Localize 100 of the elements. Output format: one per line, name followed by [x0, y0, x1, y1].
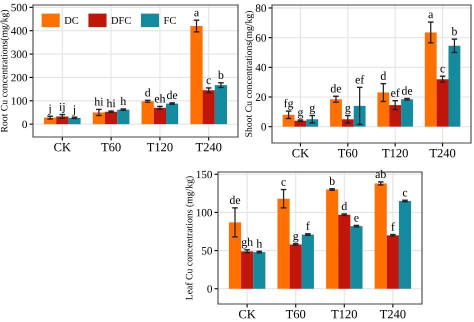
- annotation: h: [256, 239, 262, 248]
- annotation: j: [48, 104, 51, 115]
- y-tick-label: 0: [261, 123, 266, 131]
- annotation: hi: [106, 98, 116, 108]
- y-tick-label: 80: [256, 4, 266, 12]
- bar: [253, 252, 266, 289]
- bar: [68, 118, 81, 124]
- annotation: g: [345, 106, 351, 114]
- bar: [104, 112, 118, 124]
- annotation: c: [440, 66, 445, 72]
- bar: [294, 120, 306, 127]
- x-tick-label: T240: [430, 148, 456, 158]
- y-tick-label: 400: [10, 27, 28, 35]
- annotation: de: [230, 196, 240, 204]
- bar: [401, 99, 413, 127]
- annotation: f: [391, 222, 395, 231]
- bar: [92, 112, 105, 124]
- annotation: de: [402, 86, 412, 95]
- bar: [154, 108, 166, 124]
- bar: [290, 244, 302, 289]
- y-tick-label: 100: [12, 97, 28, 105]
- annotation: d: [145, 88, 151, 97]
- y-tick-label: 150: [196, 170, 212, 178]
- bar: [202, 90, 215, 124]
- annotation: e: [354, 216, 359, 222]
- x-tick-label: T120: [331, 310, 357, 318]
- bar: [214, 85, 228, 124]
- bar: [398, 200, 412, 289]
- y-tick-label: 20: [256, 93, 266, 101]
- bar: [377, 92, 390, 127]
- bar: [338, 214, 350, 289]
- y-tick-label: 0: [207, 285, 212, 293]
- x-tick-label: T60: [338, 148, 358, 158]
- annotation: c: [402, 190, 408, 196]
- x-tick-label: T120: [382, 148, 408, 158]
- y-tick-label: 100: [196, 208, 212, 216]
- y-tick-label: 200: [11, 74, 28, 82]
- x-tick-label: CK: [54, 142, 71, 152]
- annotation: a: [194, 10, 199, 16]
- bar: [389, 105, 402, 127]
- bar: [374, 183, 387, 289]
- x-tick-label: CK: [292, 148, 309, 158]
- annotation: ef: [356, 75, 364, 84]
- y-axis-title: Root Cu concentrations(mg/kg): [0, 10, 10, 132]
- annotation: b: [451, 27, 457, 36]
- bar: [117, 110, 130, 124]
- y-tick-label: 50: [202, 247, 212, 255]
- bar: [436, 79, 448, 127]
- x-tick-label: T60: [101, 142, 121, 152]
- bar: [350, 226, 362, 289]
- annotation: g: [310, 106, 315, 114]
- annotation: ef: [391, 88, 400, 97]
- annotation: d: [380, 72, 386, 80]
- bar: [424, 32, 437, 127]
- annotation: ij: [59, 102, 65, 114]
- x-tick-label: T60: [286, 310, 306, 318]
- y-tick-label: 40: [256, 64, 266, 72]
- annotation: h: [120, 96, 126, 106]
- annotation: hi: [94, 97, 104, 106]
- y-tick-label: 0: [22, 120, 28, 128]
- annotation: g: [298, 110, 304, 119]
- annotation: b: [329, 176, 335, 185]
- bar: [44, 118, 56, 124]
- annotation: c: [281, 180, 286, 186]
- bar: [330, 99, 342, 127]
- y-axis-title: Shoot Cu concentrations(mg/kg): [245, 10, 254, 137]
- y-tick-label: 300: [11, 50, 28, 58]
- annotation: j: [72, 105, 76, 116]
- annotation: de: [166, 90, 178, 100]
- bar: [302, 234, 314, 289]
- annotation: a: [428, 12, 434, 18]
- annotation: de: [330, 84, 342, 92]
- x-tick-label: T240: [380, 310, 406, 318]
- annotation: f: [306, 222, 310, 230]
- bar: [282, 114, 295, 127]
- bar: [326, 190, 338, 289]
- bar: [448, 46, 460, 127]
- x-tick-label: T120: [146, 142, 173, 152]
- annotation: g: [293, 234, 298, 242]
- y-tick-label: 500: [11, 4, 28, 12]
- bar: [56, 116, 68, 124]
- annotation: eh: [154, 94, 166, 103]
- bar: [142, 101, 154, 124]
- annotation: d: [342, 202, 348, 210]
- y-axis-title: Leaf Cu concentrations (mg/kg): [185, 176, 194, 300]
- annotation: c: [206, 78, 211, 84]
- x-tick-label: T240: [196, 142, 222, 152]
- annotation: b: [218, 70, 224, 80]
- bar: [386, 235, 399, 289]
- bar: [241, 251, 254, 289]
- x-tick-label: CK: [238, 310, 256, 318]
- legend-label: DC: [64, 16, 78, 24]
- annotation: gh: [242, 238, 253, 248]
- bar: [166, 104, 178, 124]
- bar: [278, 198, 290, 289]
- bar: [190, 26, 203, 124]
- y-tick-label: 60: [256, 34, 266, 42]
- legend-label: DFC: [111, 16, 131, 24]
- bar: [228, 222, 242, 289]
- annotation: fg: [284, 98, 294, 110]
